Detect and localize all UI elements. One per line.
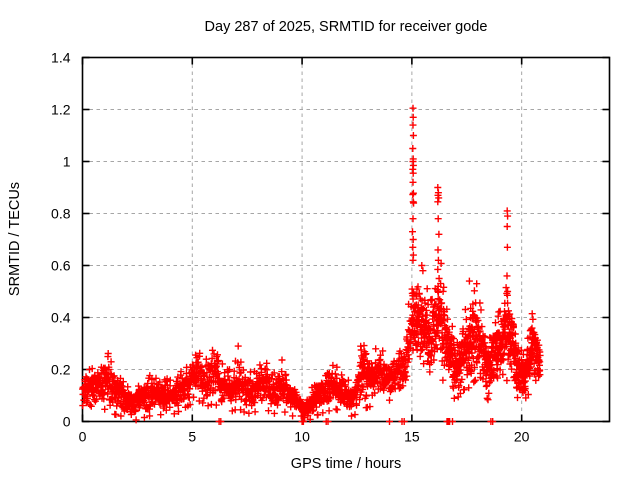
y-axis-title: SRMTID / TECUs <box>7 182 23 296</box>
y-tick-label: 1.4 <box>51 50 71 66</box>
y-tick-label: 0.6 <box>51 258 71 274</box>
x-tick-label: 10 <box>294 429 310 445</box>
tick-labels: 0 5 10 15 20 0 0.2 0.4 0.6 0.8 1 1.2 1.4 <box>51 50 530 445</box>
x-tick-label: 15 <box>404 429 420 445</box>
chart-title: Day 287 of 2025, SRMTID for receiver god… <box>205 19 488 35</box>
plot-frame <box>81 56 611 423</box>
x-tick-label: 5 <box>188 429 196 445</box>
x-tick-label: 0 <box>79 429 87 445</box>
y-tick-label: 1.2 <box>51 102 71 118</box>
x-axis-title: GPS time / hours <box>291 456 401 472</box>
y-tick-label: 0.8 <box>51 206 71 222</box>
scatter-points <box>79 104 544 425</box>
x-tick-label: 20 <box>514 429 530 445</box>
y-tick-label: 0.2 <box>51 362 71 378</box>
y-tick-label: 0.4 <box>51 310 71 326</box>
y-tick-label: 1 <box>63 154 71 170</box>
y-tick-label: 0 <box>63 414 71 430</box>
